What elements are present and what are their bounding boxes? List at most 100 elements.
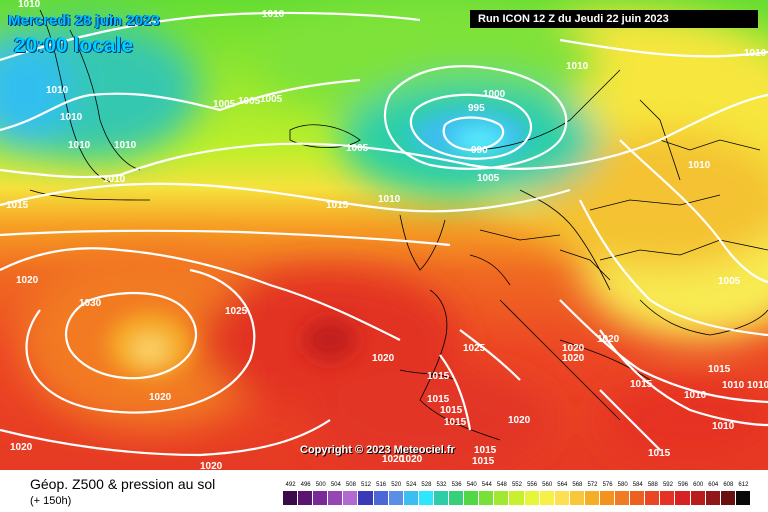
scale-swatch-2 <box>313 491 329 505</box>
isobar-label-1000: 1000 <box>483 89 506 100</box>
scale-label-7: 520 <box>391 482 402 488</box>
map-caption: Géop. Z500 & pression au sol <box>30 476 216 492</box>
scale-label-10: 532 <box>436 482 447 488</box>
scale-label-26: 596 <box>678 482 689 488</box>
scale-swatch-17 <box>539 491 555 505</box>
scale-label-19: 568 <box>572 482 583 488</box>
isobar-label-1020-a: 1020 <box>16 275 39 286</box>
scale-label-30: 612 <box>738 482 749 488</box>
scale-swatch-5 <box>358 491 374 505</box>
copyright-notice: Copyright © 2023 Meteociel.fr <box>300 444 455 456</box>
scale-label-23: 584 <box>632 482 643 488</box>
isobar-label-1015-h: 1015 <box>472 456 495 467</box>
scale-swatch-14 <box>494 491 510 505</box>
scale-label-8: 524 <box>406 482 417 488</box>
isobar-label-1015-edge: 1015 <box>708 364 731 375</box>
forecast-lead-time: (+ 150h) <box>30 495 72 507</box>
isobar-label-1010-e: 1010 <box>68 140 91 151</box>
scale-swatch-4 <box>343 491 359 505</box>
scale-swatch-25 <box>660 491 676 505</box>
isobar-label-1010-a: 1010 <box>18 0 41 10</box>
color-scale: 492 496 500 504 508 512 516 520 524 528 532 536 540 5… <box>283 480 751 508</box>
scale-label-18: 564 <box>557 482 568 488</box>
isobar-label-1010-edge-e: 1010 <box>747 380 768 391</box>
scale-swatch-29 <box>720 491 736 505</box>
scale-label-0: 492 <box>285 482 296 488</box>
scale-label-2: 500 <box>315 482 326 488</box>
forecast-time: 20:00 locale <box>14 34 134 57</box>
scale-swatch-15 <box>509 491 525 505</box>
isobar-label-1020-e: 1020 <box>562 353 585 364</box>
isobar-label-1015-c: 1015 <box>427 371 450 382</box>
scale-label-16: 556 <box>527 482 538 488</box>
scale-swatch-3 <box>328 491 344 505</box>
model-run-label: Run ICON 12 Z du Jeudi 22 juin 2023 <box>470 10 758 28</box>
scale-label-21: 576 <box>602 482 613 488</box>
isobar-label-1010-f: 1010 <box>114 140 137 151</box>
scale-label-4: 508 <box>345 482 356 488</box>
scale-label-3: 504 <box>330 482 341 488</box>
scale-label-11: 536 <box>451 482 462 488</box>
scale-swatch-11 <box>449 491 465 505</box>
scale-label-14: 548 <box>496 482 507 488</box>
scale-swatch-12 <box>464 491 480 505</box>
scale-label-5: 512 <box>361 482 372 488</box>
legend-bar: Géop. Z500 & pression au sol (+ 150h) 49… <box>0 470 768 512</box>
isobar-label-1010-g: 1010 <box>103 174 126 185</box>
isobars <box>0 11 768 457</box>
isobar-label-1015-b: 1015 <box>326 200 349 211</box>
isobar-label-1010-edge-c: 1010 <box>684 390 707 401</box>
scale-label-9: 528 <box>421 482 432 488</box>
scale-swatch-27 <box>690 491 706 505</box>
scale-swatch-20 <box>584 491 600 505</box>
color-scale-swatches <box>283 491 751 505</box>
isobar-label-1005-e: 1005 <box>477 173 500 184</box>
scale-label-27: 600 <box>693 482 704 488</box>
isobar-label-1005-a: 1005 <box>213 99 236 110</box>
isobar-label-1025-b: 1025 <box>463 343 486 354</box>
scale-swatch-9 <box>418 491 434 505</box>
isobar-label-990: 990 <box>471 145 488 156</box>
scale-swatch-13 <box>479 491 495 505</box>
isobar-label-1015-a: 1015 <box>6 200 29 211</box>
scale-swatch-1 <box>298 491 314 505</box>
isobar-label-1010-b: 1010 <box>262 9 285 20</box>
isobar-label-1005-b: 1005 <box>238 96 261 107</box>
scale-label-22: 580 <box>617 482 628 488</box>
scale-label-6: 516 <box>376 482 387 488</box>
isobar-label-1020-f: 1020 <box>597 334 620 345</box>
scale-swatch-0 <box>283 491 299 505</box>
isobar-label-1020-c: 1020 <box>372 353 395 364</box>
scale-label-20: 572 <box>587 482 598 488</box>
isobar-label-1015-g: 1015 <box>474 445 497 456</box>
forecast-map: 1010 1010 1010 1010 1010 1010 1010 1010 … <box>0 0 768 470</box>
isobar-label-1020-h: 1020 <box>10 442 33 453</box>
isobar-label-1010-j: 1010 <box>688 160 711 171</box>
color-scale-labels: 492 496 500 504 508 512 516 520 524 528 532 536 540 5… <box>283 480 751 491</box>
isobar-label-1015-e: 1015 <box>440 405 463 416</box>
scale-swatch-24 <box>645 491 661 505</box>
pressure-labels: 1010 1010 1010 1010 1010 1010 1010 1010 … <box>6 0 741 470</box>
scale-label-1: 496 <box>300 482 311 488</box>
scale-swatch-23 <box>630 491 646 505</box>
isobar-label-1020-d: 1020 <box>562 343 585 354</box>
scale-swatch-22 <box>615 491 631 505</box>
isobar-label-1010-h: 1010 <box>566 61 589 72</box>
geopotential-field <box>0 0 768 470</box>
isobar-label-1020-b: 1020 <box>149 392 172 403</box>
scale-label-29: 608 <box>723 482 734 488</box>
scale-swatch-18 <box>554 491 570 505</box>
isobar-label-995: 995 <box>468 103 485 114</box>
scale-swatch-8 <box>403 491 419 505</box>
isobar-label-1015-i: 1015 <box>630 379 653 390</box>
isobar-label-1010-c: 1010 <box>46 85 69 96</box>
isobar-label-1005-f: 1005 <box>718 276 741 287</box>
isobar-label-1020-j: 1020 <box>382 454 405 465</box>
forecast-date: Mercredi 28 juin 2023 <box>8 12 160 29</box>
isobar-label-1010-edge-d: 1010 <box>712 421 735 432</box>
scale-label-12: 540 <box>466 482 477 488</box>
isobar-label-1015-f: 1015 <box>444 417 467 428</box>
scale-swatch-30 <box>735 491 751 505</box>
isobar-label-1010-edge: 1010 <box>744 48 767 59</box>
isobar-label-1010-d: 1010 <box>60 112 83 123</box>
